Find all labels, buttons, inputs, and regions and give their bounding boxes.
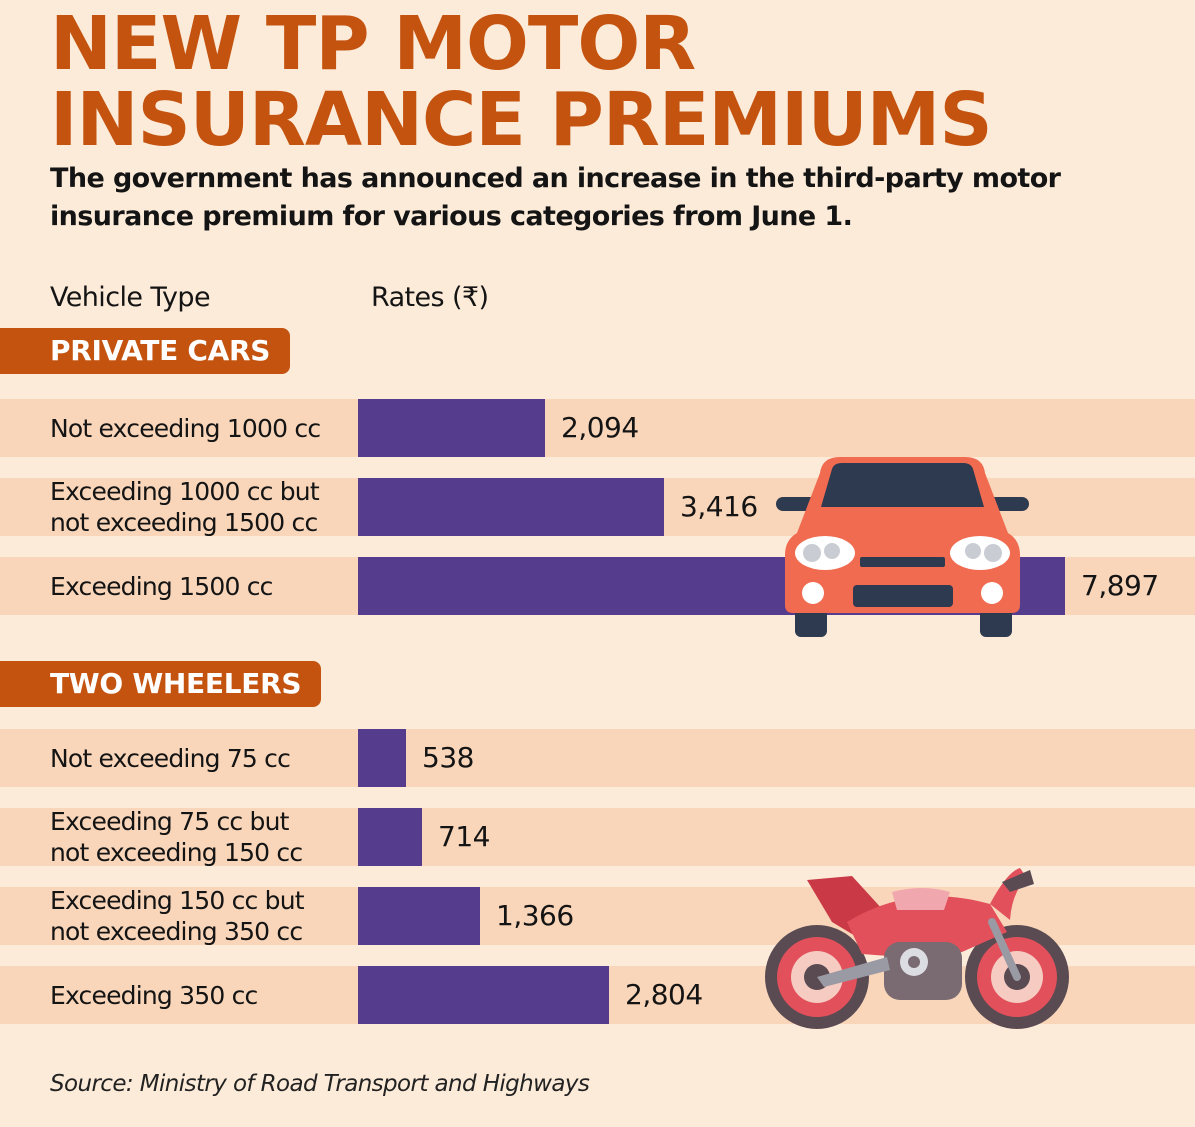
category-label: Exceeding 1000 cc but not exceeding 1500 … xyxy=(50,476,355,538)
bar-value-label: 1,366 xyxy=(496,899,574,932)
category-label-text: Exceeding 150 cc but not exceeding 350 cc xyxy=(50,885,305,947)
car-illustration xyxy=(776,457,1029,637)
bar xyxy=(358,808,422,866)
bar xyxy=(358,478,664,536)
category-label-line: Exceeding 75 cc but xyxy=(50,807,289,836)
category-label-text: Exceeding 75 cc but not exceeding 150 cc xyxy=(50,806,303,868)
category-label: Exceeding 150 cc but not exceeding 350 cc xyxy=(50,885,355,947)
bar-value-label: 2,094 xyxy=(561,411,639,444)
category-label-text: Not exceeding 1000 cc xyxy=(50,413,321,444)
chart-title-line: NEW TP MOTOR xyxy=(50,1,696,87)
bar xyxy=(358,887,480,945)
category-label-text: Exceeding 1500 cc xyxy=(50,571,273,602)
bar xyxy=(358,729,406,787)
category-label-text: Exceeding 350 cc xyxy=(50,980,258,1011)
category-label-line: not exceeding 1500 cc xyxy=(50,508,318,537)
category-label-line: Not exceeding 75 cc xyxy=(50,743,291,773)
category-label: Not exceeding 75 cc xyxy=(50,729,355,787)
bar-value-label: 2,804 xyxy=(625,978,703,1011)
column-header-rates: Rates (₹) xyxy=(371,282,489,313)
section-tag-two-wheelers: TWO WHEELERS xyxy=(0,661,322,707)
category-label: Exceeding 1500 cc xyxy=(50,557,355,615)
bar-value-label: 7,897 xyxy=(1081,569,1159,602)
category-label-line: Exceeding 1500 cc xyxy=(50,571,273,601)
category-label-line: Not exceeding 1000 cc xyxy=(50,413,321,443)
row-band xyxy=(0,729,1195,787)
category-label-line: Exceeding 350 cc xyxy=(50,980,258,1010)
source-note: Source: Ministry of Road Transport and H… xyxy=(50,1071,590,1097)
category-label-line: Exceeding 150 cc but xyxy=(50,886,305,915)
motorcycle-illustration xyxy=(765,868,1069,1029)
bar xyxy=(358,966,609,1024)
category-label: Exceeding 75 cc but not exceeding 150 cc xyxy=(50,806,355,868)
bar xyxy=(358,399,545,457)
chart-subtitle: The government has announced an increase… xyxy=(50,163,1061,232)
row-band xyxy=(0,808,1195,866)
column-header-vehicle-type: Vehicle Type xyxy=(50,282,211,313)
category-label-line: not exceeding 350 cc xyxy=(50,917,303,946)
chart-title: NEW TP MOTOR INSURANCE PREMIUMS xyxy=(50,1,993,163)
category-label-text: Not exceeding 75 cc xyxy=(50,743,291,774)
category-label-line: Exceeding 1000 cc but xyxy=(50,477,320,506)
chart-title-line: INSURANCE PREMIUMS xyxy=(50,77,993,163)
category-label-line: not exceeding 150 cc xyxy=(50,838,303,867)
category-label-text: Exceeding 1000 cc but not exceeding 1500 … xyxy=(50,476,320,538)
category-label: Exceeding 350 cc xyxy=(50,966,355,1024)
row-band xyxy=(0,399,1195,457)
category-label: Not exceeding 1000 cc xyxy=(50,399,355,457)
bar-value-label: 538 xyxy=(422,741,474,774)
bar-value-label: 714 xyxy=(438,820,490,853)
section-tag-private-cars: PRIVATE CARS xyxy=(0,328,291,374)
bar-value-label: 3,416 xyxy=(680,490,758,523)
